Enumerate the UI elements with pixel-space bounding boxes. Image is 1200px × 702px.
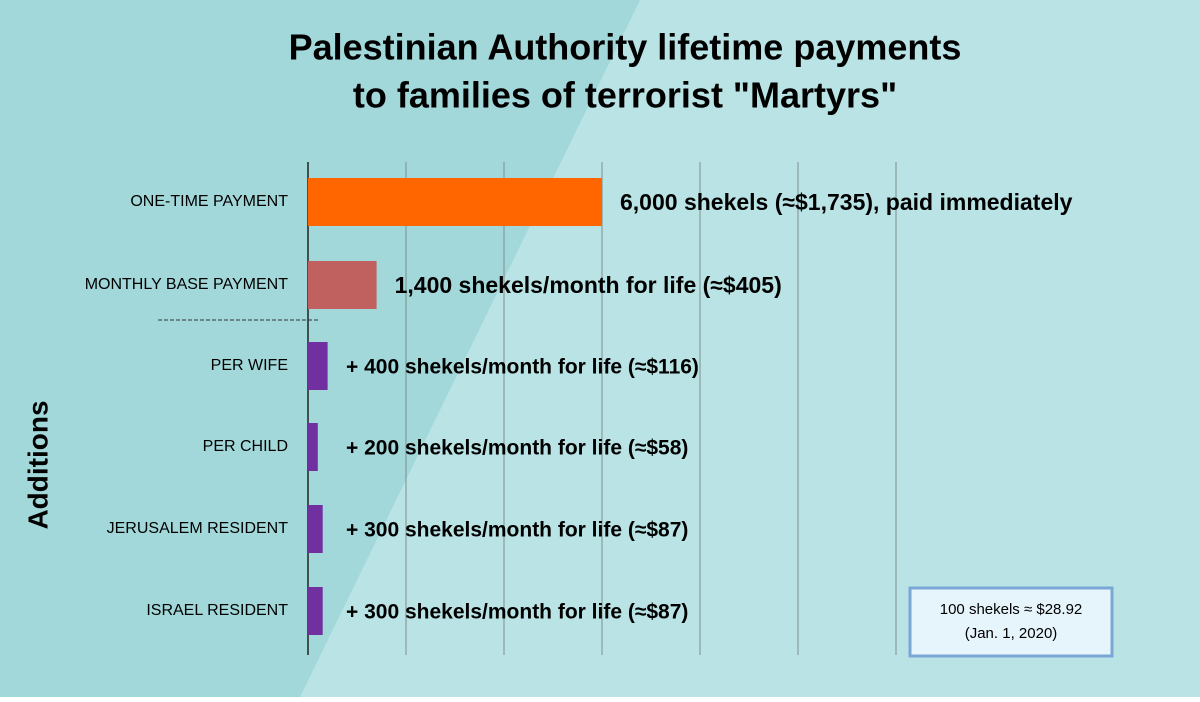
note-box [908, 586, 1114, 658]
y-tick-label: ISRAEL RESIDENT [146, 602, 288, 619]
data-label: + 300 shekels/month for life (≈$87) [346, 519, 688, 542]
bar [308, 505, 323, 553]
background-shape [300, 0, 1200, 697]
bar [308, 261, 377, 309]
bar [308, 342, 328, 390]
y-tick-label: PER CHILD [203, 438, 288, 455]
y-tick-label: PER WIFE [211, 357, 288, 374]
data-label: + 300 shekels/month for life (≈$87) [346, 601, 688, 624]
data-label: 1,400 shekels/month for life (≈$405) [395, 272, 782, 298]
y-tick-label: ONE-TIME PAYMENT [130, 193, 288, 210]
y-tick-label: MONTHLY BASE PAYMENT [85, 276, 289, 293]
chart-title: to families of terrorist "Martyrs" [353, 75, 897, 116]
data-label: + 200 shekels/month for life (≈$58) [346, 437, 688, 460]
bar [308, 423, 318, 471]
bar [308, 587, 323, 635]
group-label: Additions [22, 400, 53, 529]
note: 100 shekels ≈ $28.92 [940, 601, 1083, 618]
bar [308, 178, 602, 226]
data-label: + 400 shekels/month for life (≈$116) [346, 356, 699, 379]
y-tick-label: JERUSALEM RESIDENT [107, 520, 289, 537]
note: (Jan. 1, 2020) [965, 625, 1058, 642]
chart-title: Palestinian Authority lifetime payments [289, 27, 962, 68]
data-label: 6,000 shekels (≈$1,735), paid immediatel… [620, 189, 1073, 215]
